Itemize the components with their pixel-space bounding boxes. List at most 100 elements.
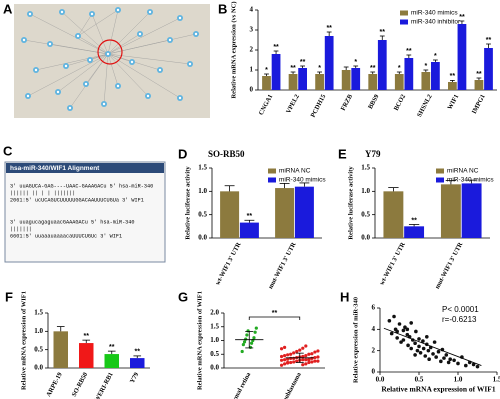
network-node-core <box>34 68 38 72</box>
network-node-core <box>188 62 192 66</box>
bar <box>104 354 119 368</box>
data-point <box>286 353 290 357</box>
network-node-core <box>158 68 162 72</box>
x-tick-label: SHSNL2 <box>416 93 434 118</box>
y-tick-label: 1.5 <box>210 322 219 330</box>
legend-label: miR-340 mimics <box>279 177 326 184</box>
y-axis-label: Relative mRNA expression (vs NC) <box>230 1 237 98</box>
data-point <box>401 338 406 342</box>
data-point <box>283 358 287 362</box>
network-node-core <box>48 42 52 46</box>
significance-label: ** <box>476 71 482 78</box>
data-point <box>397 322 402 326</box>
network-edge <box>107 53 181 99</box>
error-bar <box>224 185 235 192</box>
error-bar <box>317 71 322 74</box>
data-point <box>279 363 284 367</box>
significance-label: ** <box>406 48 412 55</box>
network-edge <box>77 35 109 55</box>
data-point <box>301 346 305 350</box>
data-point <box>405 327 410 332</box>
data-point <box>295 349 299 354</box>
bar <box>294 186 314 238</box>
y-tick-label: 3 <box>250 26 254 34</box>
alignment-line: 6601:5' uuaaauaaaacaUUUCUGUc 3' WIF1 <box>10 233 122 239</box>
data-point <box>295 359 299 363</box>
annotation: r=-0.6213 <box>442 315 477 324</box>
data-point <box>304 362 308 366</box>
data-point <box>307 352 311 356</box>
data-point <box>395 329 399 334</box>
error-bar <box>396 71 402 74</box>
network-node-core <box>56 90 60 94</box>
data-point <box>253 330 257 334</box>
data-point <box>313 350 317 354</box>
network-edge <box>107 17 181 55</box>
data-point <box>387 319 392 323</box>
x-tick-label: 1.5 <box>493 376 500 384</box>
data-point <box>252 336 256 340</box>
bar <box>220 191 240 238</box>
network-edge <box>57 53 109 93</box>
data-point <box>301 354 305 359</box>
network-node-core <box>64 64 68 68</box>
x-tick-label: CNGA1 <box>258 93 275 116</box>
data-point <box>401 328 406 333</box>
bar <box>341 70 351 90</box>
data-point <box>289 360 293 365</box>
data-point <box>298 348 302 352</box>
y-tick-label: 0.5 <box>198 210 207 218</box>
error-bar <box>133 355 142 359</box>
significance-label: * <box>424 63 427 70</box>
y-tick-label: 1 <box>250 66 254 74</box>
network-edge <box>107 9 119 55</box>
data-point <box>313 355 317 360</box>
annotation: P< 0.0001 <box>442 305 479 314</box>
data-point <box>389 331 394 336</box>
data-point <box>413 341 417 346</box>
data-point <box>395 336 399 340</box>
data-point <box>417 337 421 341</box>
x-tick-label: Retinoblastoma <box>276 371 303 399</box>
data-point <box>431 352 435 356</box>
bar <box>288 74 298 90</box>
x-tick-label: SO-RB50 <box>71 371 90 398</box>
data-point <box>409 321 414 325</box>
data-point <box>289 352 293 356</box>
x-tick-label: WERI-RB1 <box>93 371 114 399</box>
network-node-core <box>88 58 92 62</box>
error-bar <box>449 80 455 82</box>
bar <box>239 222 259 238</box>
network-node-core <box>178 16 182 20</box>
data-point <box>448 357 453 362</box>
y-tick-label: 2.0 <box>210 309 219 317</box>
significance-label: * <box>434 53 437 60</box>
significance-label: * <box>354 59 357 66</box>
y-tick-label: 1.0 <box>198 187 207 195</box>
data-point <box>399 340 403 344</box>
data-point <box>316 349 320 353</box>
error-bar <box>476 77 482 80</box>
bar <box>484 48 493 90</box>
network-edge <box>35 53 109 71</box>
error-bar <box>300 65 306 68</box>
significance-label: ** <box>380 29 386 36</box>
significance-label: ** <box>450 73 456 80</box>
significance-label: * <box>265 67 268 74</box>
bar <box>368 74 378 90</box>
bar <box>440 184 461 238</box>
significance-label: ** <box>290 65 296 72</box>
y-tick-label: 0.5 <box>361 210 370 218</box>
alignment-line: ||||||| <box>10 226 32 232</box>
x-tick-label: wt-WIF1 3' UTR <box>378 241 407 286</box>
significance-label: ** <box>109 344 115 351</box>
network-edge <box>91 13 109 55</box>
panel-label: H <box>340 289 349 304</box>
network-edge <box>107 11 151 55</box>
y-axis-label: Relative luciferase activity <box>184 166 191 240</box>
bar <box>404 226 425 238</box>
data-point <box>403 325 407 330</box>
trend-line <box>383 327 482 367</box>
error-bar <box>56 326 65 332</box>
network-edge <box>103 53 109 105</box>
